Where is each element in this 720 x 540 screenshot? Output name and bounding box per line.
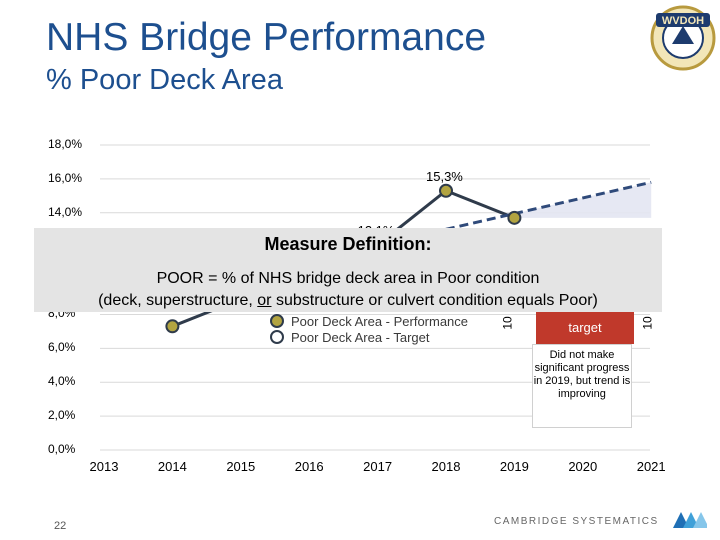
y-tick-label: 2,0% [48, 408, 76, 423]
x-tick-label: 2015 [226, 459, 256, 474]
y-tick-label: 18,0% [48, 137, 83, 151]
y-tick-label: 4,0% [48, 374, 76, 389]
target-badge-label: target [568, 320, 602, 335]
y-tick-label: 16,0% [48, 170, 83, 185]
footer-brand: CAMBRIDGE SYSTEMATICS [494, 516, 659, 527]
definition-line-1: POOR = % of NHS bridge deck area in Poor… [156, 270, 540, 287]
y-tick-label: 0,0% [48, 442, 76, 456]
x-tick-label: 2016 [294, 459, 324, 474]
x-tick-label: 2019 [499, 459, 529, 474]
logo-text: WVDOH [662, 15, 704, 27]
target-badge: target [536, 312, 634, 344]
x-tick-label: 2020 [568, 459, 598, 474]
y-tick-label: 14,0% [48, 204, 83, 219]
x-tick-label: 2013 [89, 459, 119, 474]
performance-point [165, 319, 180, 334]
footer-logo-mark [673, 512, 707, 528]
performance-point [507, 210, 522, 225]
x-tick-label: 2017 [363, 459, 393, 474]
data-label: 15,3% [426, 168, 463, 184]
definition-line-2-pre: (deck, superstructure, [98, 292, 258, 309]
target-marker-icon [270, 330, 284, 344]
measure-definition-box: Measure Definition: POOR = % of NHS brid… [34, 228, 662, 312]
progress-note: Did not make significant progress in 201… [532, 344, 632, 428]
legend-item-performance: Poor Deck Area - Performance [270, 313, 468, 329]
wvdoh-logo: WVDOH [650, 5, 716, 71]
legend-label-target: Poor Deck Area - Target [291, 329, 430, 345]
slide-title: NHS Bridge Performance [46, 16, 487, 59]
performance-point [439, 183, 453, 198]
chart-legend: Poor Deck Area - Performance Poor Deck A… [270, 313, 468, 345]
slide-subtitle: % Poor Deck Area [46, 64, 283, 96]
x-tick-label: 2014 [157, 459, 187, 474]
x-tick-label: 2021 [636, 459, 666, 474]
definition-line-2-or: or [257, 292, 272, 309]
legend-item-target: Poor Deck Area - Target [270, 329, 468, 345]
side-label-left: 10 [500, 316, 515, 330]
y-tick-label: 6,0% [48, 340, 76, 355]
definition-text: POOR = % of NHS bridge deck area in Poor… [34, 268, 662, 312]
side-label-right: 10 [640, 316, 655, 330]
definition-line-2-post: substructure or culvert condition equals… [271, 292, 598, 309]
x-tick-label: 2018 [431, 459, 461, 474]
definition-title: Measure Definition: [264, 234, 432, 254]
performance-marker-icon [270, 314, 284, 328]
definition-line-2: (deck, superstructure, or substructure o… [34, 290, 662, 312]
slide-number: 22 [54, 520, 67, 532]
legend-label-performance: Poor Deck Area - Performance [291, 313, 469, 329]
